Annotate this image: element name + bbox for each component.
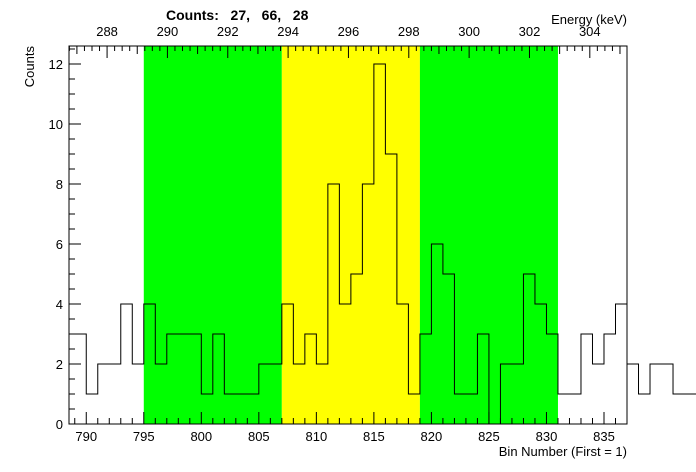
x-tick-label: 805 <box>248 429 270 444</box>
x-tick-label: 830 <box>536 429 558 444</box>
x-tick-label: 800 <box>190 429 212 444</box>
x-tick-label: 790 <box>75 429 97 444</box>
energy-tick-label: 300 <box>458 24 480 39</box>
x-tick-label: 795 <box>133 429 155 444</box>
energy-tick-label: 290 <box>157 24 179 39</box>
energy-tick-label: 304 <box>579 24 601 39</box>
y-tick-label: 6 <box>56 237 63 252</box>
energy-tick-label: 302 <box>519 24 541 39</box>
chart-title: Counts: 27, 66, 28 <box>166 7 309 23</box>
energy-axis-title: Energy (keV) <box>551 12 627 27</box>
energy-tick-label: 296 <box>338 24 360 39</box>
region-bands <box>143 46 558 424</box>
x-axis-title: Bin Number (First = 1) <box>499 444 627 459</box>
histogram-series-line <box>74 63 696 425</box>
energy-axis: 288 290 292 294 296 298 300 302 304 <box>68 24 621 58</box>
x-tick-label: 825 <box>478 429 500 444</box>
region-band-2 <box>281 46 420 424</box>
y-tick-label: 0 <box>56 417 63 432</box>
energy-tick-label: 298 <box>398 24 420 39</box>
y-axis-title: Counts <box>22 46 37 88</box>
y-tick-label: 2 <box>56 357 63 372</box>
x-tick-label: 810 <box>306 429 328 444</box>
energy-tick-label: 292 <box>217 24 239 39</box>
x-tick-label: 815 <box>363 429 385 444</box>
energy-tick-label: 288 <box>96 24 118 39</box>
y-tick-label: 8 <box>56 177 63 192</box>
x-tick-label: 820 <box>421 429 443 444</box>
y-tick-label: 12 <box>49 57 63 72</box>
y-tick-label: 10 <box>49 117 63 132</box>
y-tick-label: 4 <box>56 297 63 312</box>
y-axis: 0 2 4 6 8 10 12 <box>49 48 81 432</box>
x-tick-label: 835 <box>593 429 615 444</box>
x-axis: 790 795 800 805 810 815 820 825 830 835 <box>74 412 628 444</box>
energy-tick-label: 294 <box>277 24 299 39</box>
